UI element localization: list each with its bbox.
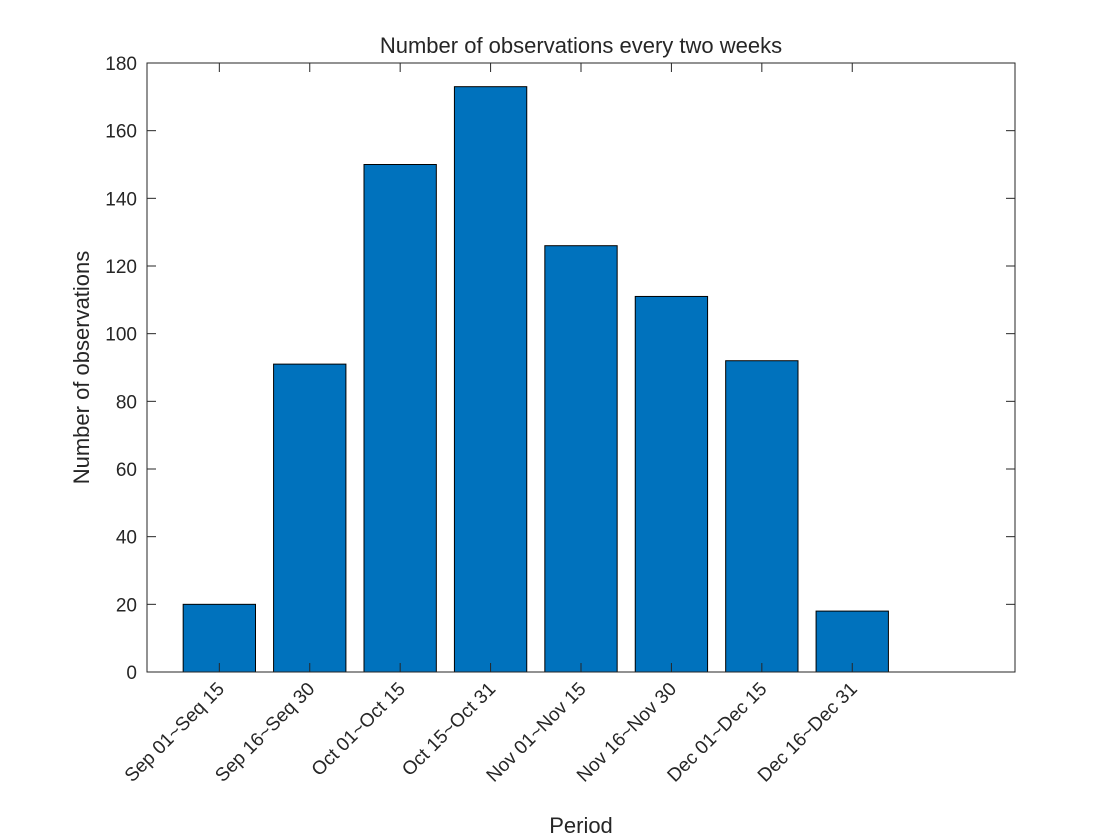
bar-4: [453, 86, 528, 673]
y-tick-label: 20: [116, 595, 137, 616]
bar-6: [634, 295, 709, 673]
y-tick-label: 60: [116, 460, 137, 481]
x-tick-label: Sep 16~Seq 30: [211, 679, 319, 787]
y-tick-label: 120: [105, 257, 137, 278]
bar-7: [725, 360, 799, 673]
x-axis-label: Period: [549, 813, 613, 838]
y-tick-label: 140: [105, 189, 137, 210]
chart-title: Number of observations every two weeks: [380, 33, 782, 58]
bar-3: [363, 164, 437, 673]
bar-8: [815, 610, 889, 673]
x-tick-label: Oct 01~Oct 15: [308, 679, 410, 781]
x-tick-label: Oct 15~Oct 31: [398, 679, 500, 781]
bar-5: [544, 245, 618, 673]
axes-box: [146, 62, 1016, 673]
y-tick-label: 100: [105, 325, 137, 346]
y-tick-label: 180: [105, 54, 137, 75]
bars-group: [182, 86, 889, 673]
y-tick-label: 40: [116, 528, 137, 549]
y-ticks-group: 0 20 40 60 80 100 120 140 160 180: [105, 54, 1015, 684]
bar-1: [182, 603, 256, 673]
bar-2: [273, 363, 347, 673]
y-tick-label: 80: [116, 392, 137, 413]
y-axis-label: Number of observations: [69, 251, 94, 485]
y-tick-label: 160: [105, 122, 137, 143]
x-tick-label: Dec 16~Dec 31: [754, 679, 862, 787]
y-tick-label: 0: [126, 663, 137, 684]
